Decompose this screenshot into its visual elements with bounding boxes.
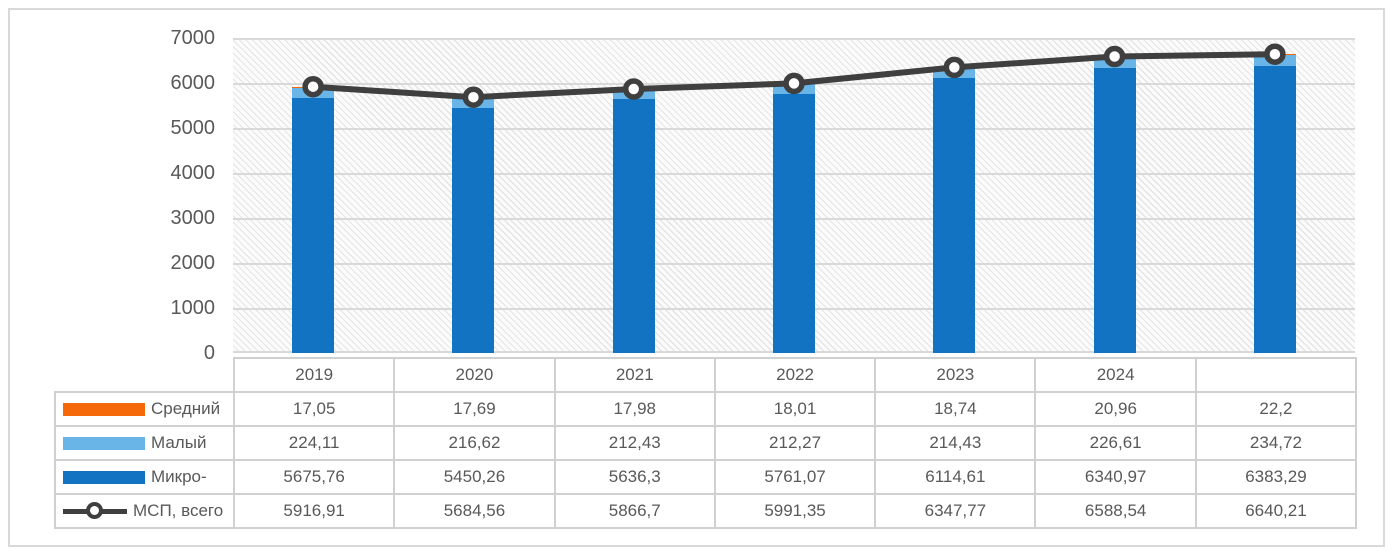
total-marker-2020	[462, 86, 485, 108]
table-cell: 6347,77	[874, 493, 1037, 529]
total-marker-2019	[302, 75, 324, 98]
legend-cell-small: Малый	[54, 425, 235, 461]
table-cell: 224,11	[232, 425, 396, 461]
total-marker-2024	[1103, 45, 1126, 68]
table-cell: 5761,07	[713, 459, 877, 495]
table-row: Малый 224,11 216,62 212,43 212,27 214,43…	[54, 425, 1358, 461]
bar-segment-micro-2019	[292, 97, 335, 353]
y-axis-tick-label: 4000	[170, 162, 216, 184]
y-axis-tick-label: 1000	[170, 297, 216, 319]
table-row: Микро- 5675,76 5450,26 5636,3 5761,07 61…	[54, 459, 1358, 495]
table-cell: 6340,97	[1034, 459, 1197, 495]
table-cell: 17,05	[232, 391, 396, 427]
gridline	[233, 38, 1355, 40]
total-marker-col7	[1264, 43, 1286, 65]
table-cell: 5450,26	[393, 459, 556, 495]
total-marker-2023	[943, 56, 966, 79]
table-cell: 5636,3	[553, 459, 716, 495]
table-cell: 216,62	[393, 425, 556, 461]
legend-key-medium-icon	[63, 402, 145, 416]
bar-segment-micro-2020	[452, 107, 495, 353]
table-cell: 6383,29	[1194, 459, 1358, 495]
plot-area	[233, 38, 1355, 353]
bar-segment-micro-2022	[773, 93, 815, 353]
table-cell: 212,43	[553, 425, 716, 461]
table-cell: 20,96	[1034, 391, 1197, 427]
y-axis-tick-label: 5000	[170, 117, 216, 139]
year-header: 2019	[232, 357, 396, 393]
table-cell: 5991,35	[713, 493, 877, 529]
y-axis-tick-label: 0	[203, 342, 215, 364]
year-header	[1194, 357, 1358, 393]
table-row: Средний 17,05 17,69 17,98 18,01 18,74 20…	[54, 391, 1358, 427]
table-cell: 212,27	[713, 425, 877, 461]
bar-segment-micro-col7	[1253, 65, 1296, 353]
year-header: 2021	[553, 357, 716, 393]
legend-label: МСП, всего	[133, 501, 224, 520]
table-cell: 226,61	[1034, 425, 1197, 461]
year-header: 2020	[393, 357, 556, 393]
y-axis-tick-label: 7000	[170, 27, 216, 49]
year-header: 2023	[874, 357, 1037, 393]
legend-key-total-line-icon	[63, 501, 127, 521]
legend-key-micro-icon	[63, 470, 145, 484]
table-cell: 214,43	[874, 425, 1037, 461]
legend-label: Средний	[151, 399, 221, 418]
legend-label: Малый	[151, 433, 207, 452]
total-line-layer	[302, 43, 1286, 108]
table-cell: 5684,56	[393, 493, 556, 529]
legend-cell-medium: Средний	[54, 391, 235, 427]
y-axis-tick-label: 6000	[170, 72, 216, 94]
table-cell: 17,98	[553, 391, 716, 427]
year-header: 2024	[1034, 357, 1197, 393]
table-cell: 6640,21	[1194, 493, 1358, 529]
data-table: 2019 2020 2021 2022 2023 2024 Средний 17…	[54, 357, 1358, 529]
y-axis-tick-label: 2000	[170, 252, 216, 274]
legend-label: Микро-	[151, 467, 207, 486]
chart-area: 7000 6000 5000 4000 3000 2000 1000 0	[170, 27, 1355, 364]
table-cell: 234,72	[1194, 425, 1358, 461]
table-cell: 17,69	[393, 391, 556, 427]
bar-segment-micro-2024	[1093, 67, 1136, 353]
bar-segment-micro-2023	[933, 77, 976, 353]
table-cell: 18,01	[713, 391, 877, 427]
table-header-row: 2019 2020 2021 2022 2023 2024	[55, 357, 1358, 393]
legend-cell-micro: Микро-	[54, 459, 235, 495]
table-cell: 22,2	[1194, 391, 1358, 427]
legend-key-small-icon	[63, 436, 145, 450]
table-cell: 5916,91	[232, 493, 396, 529]
table-cell: 5675,76	[232, 459, 396, 495]
legend-cell-total: МСП, всего	[54, 493, 235, 529]
table-cell: 5866,7	[553, 493, 716, 529]
year-header: 2022	[713, 357, 877, 393]
table-row: МСП, всего 5916,91 5684,56 5866,7 5991,3…	[54, 493, 1358, 529]
total-marker-2021	[622, 78, 645, 100]
table-cell: 6588,54	[1034, 493, 1197, 529]
table-cell: 6114,61	[874, 459, 1037, 495]
y-axis-tick-label: 3000	[170, 207, 216, 229]
bar-segment-micro-2021	[612, 99, 655, 353]
table-corner-cell	[55, 358, 234, 392]
total-marker-2022	[783, 72, 805, 95]
table-cell: 18,74	[874, 391, 1037, 427]
